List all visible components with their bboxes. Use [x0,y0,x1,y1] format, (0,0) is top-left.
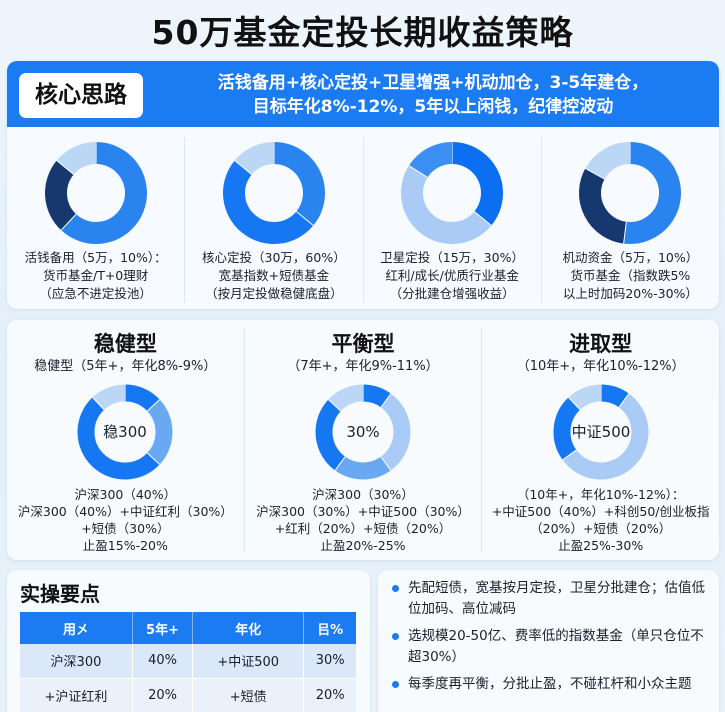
type-line: 沪深300（40%） [74,487,177,502]
core-idea-badge: 核心思路 [19,73,143,118]
table-row: +沪证红利 20% +短债 20% [20,677,356,712]
allocation-label: 卫星定投（15万，30%） [380,250,524,265]
allocation-detail: 货币基金（指数跌5% [570,268,691,283]
allocation-note: （分批建仓增强收益） [389,286,515,301]
table-cell: 40% [132,644,194,678]
tips-list: 先配短债，宽基按月定投，卫星分批建仓；估值低位加码、高位减码 选规模20-50亿… [378,570,719,695]
allocation-note: （应急不进定投池） [39,286,152,301]
bullet-icon [392,633,399,640]
practice-table: 用㐅 5年+ 年化 㠯% 沪深300 40% +中证500 30% +沪证红利 … [20,612,356,712]
type-line: （10年+，年化10%-12%）： [516,487,685,502]
allocation-detail: 宽基指数+短债基金 [218,268,330,283]
type-conservative: 稳健型 稳健型（5年+，年化8%-9%） 稳300 沪深300（40%） 沪深3… [7,328,245,553]
allocation-cash: 活钱备用（5万，10%）： 货币基金/T+0理财 （应急不进定投池） [7,137,186,303]
type-name: 稳健型 [93,332,157,356]
donut-chart-icon: 30% [315,384,411,480]
type-line: （20%）+短债（20%） [530,521,672,536]
type-name: 进取型 [569,332,633,356]
type-balanced: 平衡型 （7年+，年化9%-11%） 30% 沪深300（30%） 沪深300（… [245,328,483,553]
donut-center-label: 稳300 [104,423,148,441]
table-cell: 30% [303,644,356,678]
type-line: +红利（20%）+短债（20%） [274,521,452,536]
table-cell: +短债 [192,677,305,712]
allocation-label: 机动资金（5万，10%） [562,250,699,265]
type-subtitle: （7年+，年化9%-11%） [287,359,439,374]
core-idea-line-1: 活钱备用+核心定投+卫星增强+机动加仓，3-5年建仓， [217,73,649,93]
portfolio-types-card: 稳健型 稳健型（5年+，年化8%-9%） 稳300 沪深300（40%） 沪深3… [7,320,719,560]
donut-center-label: 30% [346,423,379,441]
donut-chart-icon [44,142,147,244]
table-cell: 20% [303,677,356,712]
allocation-note: 以上时加码20%-30%） [562,286,698,301]
core-idea-card: 核心思路 活钱备用+核心定投+卫星增强+机动加仓，3-5年建仓， 目标年化8%-… [7,61,719,309]
allocation-reserve: 机动资金（5万，10%） 货币基金（指数跌5% 以上时加码20%-30%） [542,137,719,303]
tip-text: 先配短债，宽基按月定投，卫星分批建仓；估值低位加码、高位减码 [408,580,705,617]
allocation-note: （按月定投做稳健底盘） [205,286,343,301]
tip-text: 选规模20-50亿、费率低的指数基金（单只仓位不超30%） [408,628,704,665]
list-item: 先配短债，宽基按月定投，卫星分批建仓；估值低位加码、高位减码 [392,578,709,620]
table-header-cell: 年化 [192,612,305,644]
type-aggressive: 进取型 （10年+，年化10%-12%） 中证500 （10年+，年化10%-1… [482,328,719,553]
donut-chart-icon [579,142,682,244]
table-header-row: 用㐅 5年+ 年化 㠯% [20,612,356,644]
allocation-label: 核心定投（30万，60%） [202,250,346,265]
list-item: 选规模20-50亿、费率低的指数基金（单只仓位不超30%） [392,626,709,668]
table-cell: +中证500 [192,644,305,678]
type-take-profit: 止盈15%-20% [82,538,168,553]
type-line: +中证500（40%）+科创50/创业板指 [491,504,710,519]
table-header-cell: 㠯% [303,612,356,644]
type-line: +短债（30%） [81,521,170,536]
allocation-label: 活钱备用（5万，10%）： [24,250,167,265]
type-subtitle: 稳健型（5年+，年化8%-9%） [34,359,217,374]
type-line: 沪深300（30%）+中证500（30%） [256,504,470,519]
type-line: 沪深300（30%） [312,487,414,502]
donut-chart-icon: 中证500 [553,384,649,480]
core-idea-line-2: 目标年化8%-12%，5年以上闲钱，纪律控波动 [252,97,614,117]
bullet-icon [392,585,399,592]
table-header-cell: 5年+ [132,612,194,644]
table-cell: +沪证红利 [20,677,133,712]
type-name: 平衡型 [331,332,395,356]
bullet-icon [392,681,399,688]
donut-chart-icon: 稳300 [77,384,173,480]
type-take-profit: 止盈25%-30% [558,538,644,553]
table-row: 沪深300 40% +中证500 30% [20,644,356,678]
donut-chart-icon [401,142,504,244]
list-item: 每季度再平衡，分批止盈，不碰杠杆和小众主题 [392,674,709,695]
practice-title: 实操要点 [20,582,100,606]
donut-chart-icon [222,142,325,244]
allocation-detail: 货币基金/T+0理财 [42,268,149,283]
core-idea-header: 核心思路 活钱备用+核心定投+卫星增强+机动加仓，3-5年建仓， 目标年化8%-… [7,61,719,127]
table-header-cell: 用㐅 [20,612,133,644]
type-take-profit: 止盈20%-25% [320,538,406,553]
type-line: 沪深300（40%）+中证红利（30%） [17,504,233,519]
tip-text: 每季度再平衡，分批止盈，不碰杠杆和小众主题 [408,676,692,692]
donut-center-label: 中证500 [571,423,630,441]
table-cell: 沪深300 [20,644,133,678]
core-idea-summary: 活钱备用+核心定投+卫星增强+机动加仓，3-5年建仓， 目标年化8%-12%，5… [157,71,709,119]
allocation-detail: 红利/成长/优质行业基金 [385,268,519,283]
table-cell: 20% [132,677,194,712]
type-subtitle: （10年+，年化10%-12%） [516,359,685,374]
page-title: 50万基金定投长期收益策略 [151,13,574,52]
tips-card: 先配短债，宽基按月定投，卫星分批建仓；估值低位加码、高位减码 选规模20-50亿… [378,570,719,712]
practice-card: 实操要点 用㐅 5年+ 年化 㠯% 沪深300 40% +中证500 30% +… [7,570,370,712]
allocation-core: 核心定投（30万，60%） 宽基指数+短债基金 （按月定投做稳健底盘） [185,137,364,303]
allocation-satellite: 卫星定投（15万，30%） 红利/成长/优质行业基金 （分批建仓增强收益） [364,137,542,303]
allocation-row: 活钱备用（5万，10%）： 货币基金/T+0理财 （应急不进定投池） 核心定投（… [7,127,719,309]
